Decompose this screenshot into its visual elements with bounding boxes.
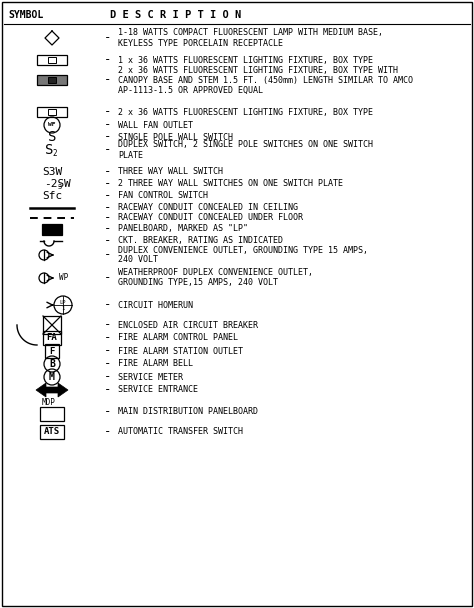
Text: MDP: MDP xyxy=(42,398,56,407)
Bar xyxy=(45,344,59,358)
Text: -: - xyxy=(104,32,112,44)
Text: -: - xyxy=(104,212,112,224)
Text: D E S C R I P T I O N: D E S C R I P T I O N xyxy=(110,10,241,20)
Text: SYMBOL: SYMBOL xyxy=(8,10,43,20)
Text: -: - xyxy=(104,119,112,131)
Text: DUPLEX CONVENIENCE OUTLET, GROUNDING TYPE 15 AMPS,: DUPLEX CONVENIENCE OUTLET, GROUNDING TYP… xyxy=(118,246,368,255)
Text: W: W xyxy=(64,179,71,189)
Text: FIRE ALARM BELL: FIRE ALARM BELL xyxy=(118,359,193,368)
Text: 2 x 36 WATTS FLUORESCENT LIGHTING FIXTURE, BOX TYPE WITH: 2 x 36 WATTS FLUORESCENT LIGHTING FIXTUR… xyxy=(118,66,398,75)
Text: -: - xyxy=(104,345,112,358)
Text: FA: FA xyxy=(46,334,57,342)
Text: WEATHERPROOF DUPLEX CONVENIENCE OUTLET,: WEATHERPROOF DUPLEX CONVENIENCE OUTLET, xyxy=(118,269,313,277)
Text: -: - xyxy=(104,201,112,215)
Text: WP: WP xyxy=(59,274,68,283)
Text: -: - xyxy=(104,143,112,156)
Text: SINGLE POLE WALL SWITCH: SINGLE POLE WALL SWITCH xyxy=(118,133,233,142)
Text: -: - xyxy=(104,74,112,86)
Text: -: - xyxy=(104,331,112,345)
Text: LP: LP xyxy=(60,300,66,305)
Text: -: - xyxy=(104,235,112,247)
Text: GROUNDING TYPE,15 AMPS, 240 VOLT: GROUNDING TYPE,15 AMPS, 240 VOLT xyxy=(118,278,278,288)
Text: 2 THREE WAY WALL SWITCHES ON ONE SWITCH PLATE: 2 THREE WAY WALL SWITCHES ON ONE SWITCH … xyxy=(118,179,343,188)
Text: Sfc: Sfc xyxy=(42,191,62,201)
Text: DUPLEX SWITCH, 2 SINGLE POLE SWITCHES ON ONE SWITCH: DUPLEX SWITCH, 2 SINGLE POLE SWITCHES ON… xyxy=(118,140,373,150)
Text: FAN CONTROL SWITCH: FAN CONTROL SWITCH xyxy=(118,192,208,201)
Text: AUTOMATIC TRANSFER SWITCH: AUTOMATIC TRANSFER SWITCH xyxy=(118,427,243,437)
Text: -: - xyxy=(104,54,112,66)
Text: KEYLESS TYPE PORCELAIN RECEPTACLE: KEYLESS TYPE PORCELAIN RECEPTACLE xyxy=(118,38,283,47)
Bar xyxy=(42,224,62,235)
Text: M: M xyxy=(49,372,55,382)
Bar xyxy=(43,316,61,334)
Bar xyxy=(48,77,56,83)
Text: -2S: -2S xyxy=(44,179,64,189)
Text: S: S xyxy=(45,143,53,157)
Text: PLATE: PLATE xyxy=(118,151,143,159)
Text: WALL FAN OUTLET: WALL FAN OUTLET xyxy=(118,120,193,130)
Polygon shape xyxy=(36,383,68,397)
Text: -: - xyxy=(104,106,112,119)
Text: -: - xyxy=(104,358,112,370)
Bar xyxy=(48,109,56,115)
Text: SERVICE ENTRANCE: SERVICE ENTRANCE xyxy=(118,385,198,395)
Text: RACEWAY CONDUIT CONCEALED UNDER FLOOR: RACEWAY CONDUIT CONCEALED UNDER FLOOR xyxy=(118,213,303,223)
Text: CKT. BREAKER, RATING AS INDICATED: CKT. BREAKER, RATING AS INDICATED xyxy=(118,237,283,246)
Text: RACEWAY CONDUIT CONCEALED IN CEILING: RACEWAY CONDUIT CONCEALED IN CEILING xyxy=(118,204,298,213)
Text: AP-1113-1.5 OR APPROVED EQUAL: AP-1113-1.5 OR APPROVED EQUAL xyxy=(118,86,263,94)
Bar xyxy=(43,331,61,345)
Text: CANOPY BASE AND STEM 1.5 FT. (450mm) LENGTH SIMILAR TO AMCO: CANOPY BASE AND STEM 1.5 FT. (450mm) LEN… xyxy=(118,75,413,85)
Text: ATS: ATS xyxy=(44,427,60,437)
Bar xyxy=(37,107,67,117)
Text: F: F xyxy=(49,347,55,356)
Text: -: - xyxy=(104,165,112,179)
Text: S: S xyxy=(48,130,56,144)
Text: -: - xyxy=(104,131,112,143)
Text: FIRE ALARM CONTROL PANEL: FIRE ALARM CONTROL PANEL xyxy=(118,334,238,342)
Text: S3W: S3W xyxy=(42,167,62,177)
Text: ENCLOSED AIR CIRCUIT BREAKER: ENCLOSED AIR CIRCUIT BREAKER xyxy=(118,320,258,330)
Text: -: - xyxy=(104,384,112,396)
Text: MAIN DISTRIBUTION PANELBOARD: MAIN DISTRIBUTION PANELBOARD xyxy=(118,407,258,416)
Text: 240 VOLT: 240 VOLT xyxy=(118,255,158,264)
Text: PANELBOARD, MARKED AS "LP": PANELBOARD, MARKED AS "LP" xyxy=(118,224,248,233)
Text: 1 x 36 WATTS FLUORESCENT LIGHTING FIXTURE, BOX TYPE: 1 x 36 WATTS FLUORESCENT LIGHTING FIXTUR… xyxy=(118,55,373,64)
Text: -: - xyxy=(104,272,112,285)
Text: -: - xyxy=(104,319,112,331)
Bar xyxy=(40,407,64,421)
Text: -: - xyxy=(104,299,112,311)
Text: 1-18 WATTS COMPACT FLUORESCENT LAMP WITH MEDIUM BASE,: 1-18 WATTS COMPACT FLUORESCENT LAMP WITH… xyxy=(118,29,383,38)
Text: -: - xyxy=(104,178,112,190)
Text: FIRE ALARM STATION OUTLET: FIRE ALARM STATION OUTLET xyxy=(118,347,243,356)
Bar xyxy=(40,425,64,439)
Text: -: - xyxy=(104,426,112,438)
Text: WF: WF xyxy=(48,122,56,128)
Text: 1: 1 xyxy=(61,305,64,311)
Text: -: - xyxy=(104,249,112,261)
Text: B: B xyxy=(49,359,55,369)
Bar xyxy=(48,57,56,63)
Text: -: - xyxy=(104,406,112,418)
Text: -: - xyxy=(104,223,112,235)
Text: -: - xyxy=(104,190,112,202)
Text: 3: 3 xyxy=(58,184,62,190)
Text: THREE WAY WALL SWITCH: THREE WAY WALL SWITCH xyxy=(118,167,223,176)
Text: -: - xyxy=(104,370,112,384)
Text: 2 x 36 WATTS FLUORESCENT LIGHTING FIXTURE, BOX TYPE: 2 x 36 WATTS FLUORESCENT LIGHTING FIXTUR… xyxy=(118,108,373,117)
Bar xyxy=(37,75,67,85)
Text: 2: 2 xyxy=(53,148,57,157)
Bar xyxy=(37,55,67,65)
Text: CIRCUIT HOMERUN: CIRCUIT HOMERUN xyxy=(118,300,193,309)
Text: SERVICE METER: SERVICE METER xyxy=(118,373,183,381)
